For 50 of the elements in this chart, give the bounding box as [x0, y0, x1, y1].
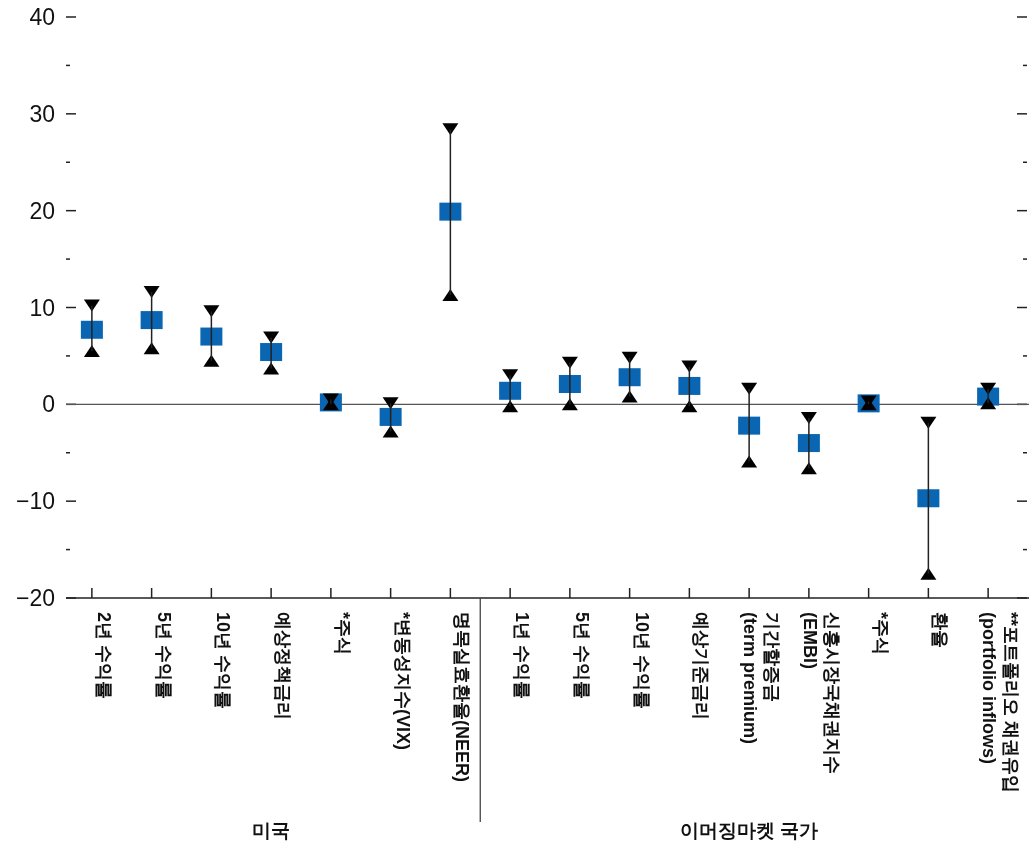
point	[260, 343, 283, 362]
x-tick-label: 예상기준금리	[691, 612, 712, 720]
point	[200, 327, 223, 346]
point	[920, 567, 937, 580]
y-tick-label: 30	[29, 100, 55, 127]
x-tick-label: 1년 수익률	[512, 612, 533, 700]
x-tick-label: *주식	[332, 612, 353, 656]
point	[379, 407, 402, 426]
point	[143, 342, 160, 355]
point	[738, 416, 761, 435]
text: 이머징마켓 국가	[679, 820, 819, 841]
x-tick-label: **포트폴리오 채권유입 (portfolio inflows)	[979, 612, 1022, 794]
point	[143, 286, 160, 299]
x-tick-label: 10년 수익률	[213, 612, 234, 710]
point	[203, 354, 220, 367]
point	[920, 416, 937, 429]
x-tick-label: 환율	[930, 612, 951, 648]
y-tick-label: 10	[29, 294, 55, 321]
point	[558, 375, 581, 393]
y-tick-label: 20	[29, 197, 55, 224]
x-tick-label: 명목실효환율(NEER)	[452, 612, 473, 782]
x-tick-label: 2년 수익률	[93, 612, 114, 700]
point	[618, 368, 641, 387]
x-tick-label: 기간할증금 (term premium)	[740, 612, 783, 745]
y-tick-label: 40	[29, 4, 55, 30]
x-tick-label: 5년 수익률	[571, 612, 592, 700]
y-tick-label: 0	[42, 391, 55, 418]
x-tick-label: *변동성지수(VIX)	[392, 612, 413, 751]
point	[203, 305, 220, 318]
x-tick-label: 10년 수익률	[631, 612, 652, 710]
point	[442, 123, 459, 136]
point	[681, 400, 698, 413]
x-tick-label: 예상정책금리	[273, 612, 294, 720]
point	[80, 320, 103, 339]
x-tick-label: *주식	[870, 612, 891, 656]
point	[797, 434, 820, 453]
point	[382, 397, 399, 410]
point	[442, 288, 459, 301]
point	[621, 390, 638, 403]
x-tick-label: 신흥시장국채권지수 (EMBI)	[799, 612, 842, 774]
x-tick-label: 5년 수익률	[153, 612, 174, 700]
point	[621, 351, 638, 364]
point	[917, 489, 940, 508]
point	[499, 381, 522, 400]
point	[140, 311, 163, 330]
y-tick-label: −20	[15, 585, 55, 611]
text: 미국	[252, 820, 291, 841]
y-tick-label: −10	[15, 488, 55, 515]
point	[439, 202, 462, 221]
point	[678, 376, 701, 395]
